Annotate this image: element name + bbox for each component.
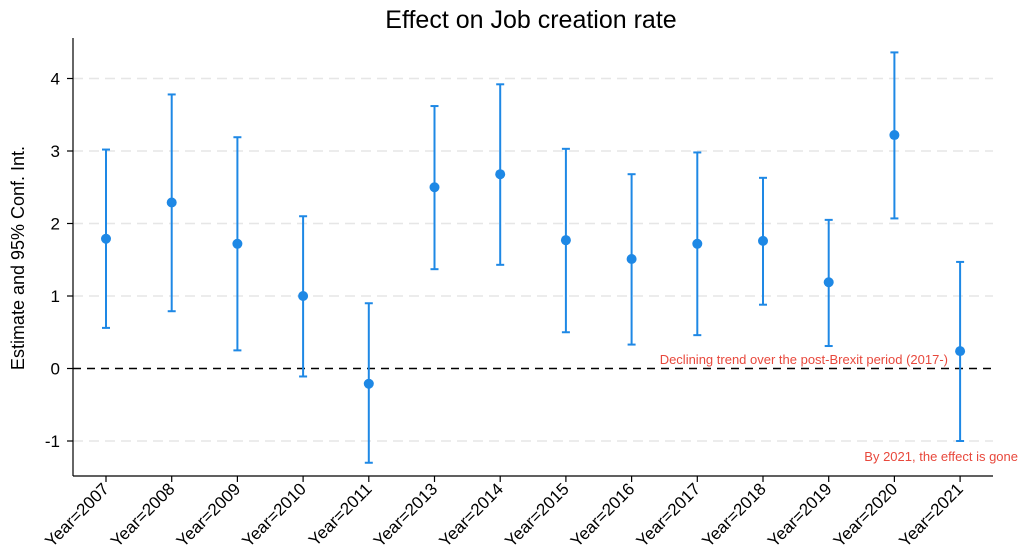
x-tick-label-2: Year=2008 bbox=[107, 479, 178, 550]
x-tick-label-14: Year=2021 bbox=[895, 479, 966, 550]
x-tick-label-1: Year=2007 bbox=[41, 479, 112, 550]
estimate-point-5 bbox=[363, 378, 374, 389]
x-tick-label-5: Year=2011 bbox=[305, 479, 376, 550]
confidence-intervals bbox=[102, 51, 965, 464]
grid-lines bbox=[73, 77, 993, 442]
x-tick-label-13: Year=2020 bbox=[830, 479, 901, 550]
x-tick-label-7: Year=2014 bbox=[436, 479, 507, 550]
estimate-point-4 bbox=[298, 291, 309, 301]
y-tick-label-3: 3 bbox=[51, 142, 60, 161]
x-tick-label-12: Year=2019 bbox=[764, 479, 835, 550]
estimate-point-7 bbox=[495, 169, 506, 180]
y-tick-label-1: 1 bbox=[51, 287, 60, 306]
estimate-point-8 bbox=[560, 235, 571, 246]
y-tick-label-2: 2 bbox=[51, 215, 60, 234]
x-tick-label-8: Year=2015 bbox=[501, 479, 572, 550]
x-tick-label-3: Year=2009 bbox=[173, 479, 244, 550]
estimate-point-6 bbox=[429, 182, 440, 193]
annotation-declining-trend: Declining trend over the post-Brexit per… bbox=[660, 352, 948, 367]
y-tick-label--1: -1 bbox=[45, 432, 60, 451]
y-axis-label: Estimate and 95% Conf. Int. bbox=[8, 146, 28, 370]
estimate-point-2 bbox=[166, 197, 177, 208]
x-tick-label-11: Year=2018 bbox=[698, 479, 769, 550]
y-tick-label-4: 4 bbox=[51, 70, 60, 89]
estimate-point-9 bbox=[626, 254, 637, 265]
estimate-point-1 bbox=[101, 233, 111, 244]
x-ticks: Year=2007Year=2008Year=2009Year=2010Year… bbox=[41, 476, 967, 551]
y-tick-label-0: 0 bbox=[51, 360, 60, 379]
chart-title: Effect on Job creation rate bbox=[385, 6, 676, 34]
estimate-points bbox=[101, 130, 966, 389]
estimate-point-10 bbox=[692, 238, 703, 249]
y-ticks: -1 0 1 2 3 4 bbox=[45, 70, 73, 451]
estimate-point-11 bbox=[758, 235, 768, 246]
x-tick-label-10: Year=2017 bbox=[633, 479, 704, 550]
x-tick-label-6: Year=2013 bbox=[370, 479, 441, 550]
estimate-point-12 bbox=[823, 277, 834, 288]
x-tick-label-9: Year=2016 bbox=[567, 479, 638, 550]
annotation-effect-gone: By 2021, the effect is gone bbox=[864, 449, 1018, 464]
estimate-point-13 bbox=[889, 130, 900, 141]
estimate-point-14 bbox=[955, 346, 966, 357]
x-tick-label-4: Year=2010 bbox=[238, 479, 309, 550]
estimate-point-3 bbox=[232, 238, 243, 249]
